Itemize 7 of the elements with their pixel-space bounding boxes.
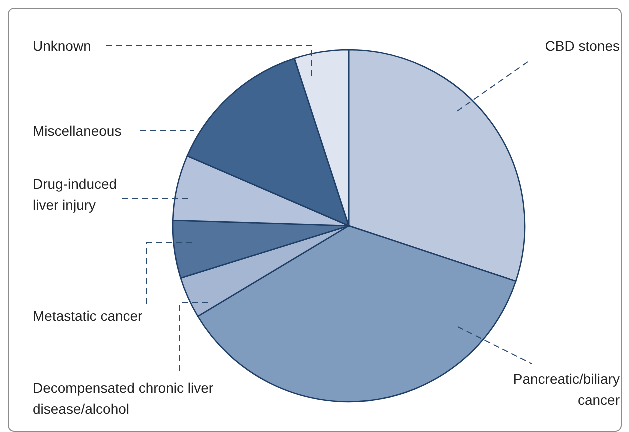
slice-label: Pancreatic/biliary cancer [513, 371, 620, 408]
legend-label: Miscellaneous [33, 123, 122, 139]
slice-label: Metastatic cancer [33, 308, 144, 324]
slice-label: Unknown [33, 38, 92, 54]
slice-label: Drug-induced liver injury [33, 176, 118, 213]
slice-label: CBD stones [545, 38, 620, 54]
slice-label: Decompensated chronic liver disease/alcohol [33, 380, 214, 417]
